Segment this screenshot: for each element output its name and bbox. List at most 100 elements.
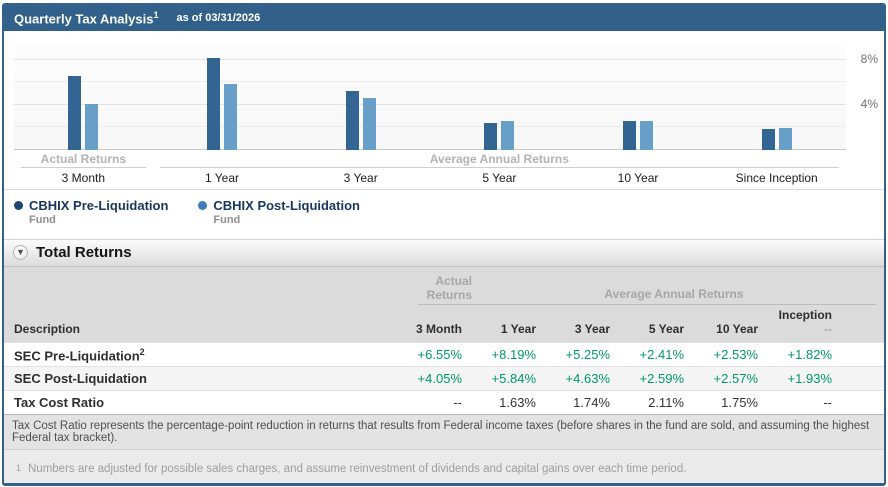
- panel-header: Quarterly Tax Analysis1 as of 03/31/2026: [4, 5, 884, 31]
- gridline-8: [14, 59, 846, 60]
- footnote-text: Pre-liquidation (before sale of shares):…: [28, 485, 848, 486]
- x-axis-baseline: [14, 149, 846, 150]
- y-axis-labels: 8% 4%: [846, 44, 884, 150]
- x-axis-category-label: 3 Month: [61, 171, 106, 185]
- table-group-header: Actual Returns: [398, 274, 472, 306]
- chart-bar: [345, 91, 359, 150]
- as-of-date: as of 03/31/2026: [176, 12, 261, 24]
- chart-category-slot: [291, 44, 430, 150]
- legend-series-name: CBHIX Pre-Liquidation: [29, 198, 169, 213]
- table-cell-value: 2.11%: [648, 395, 684, 411]
- y-tick-label: 4%: [860, 97, 878, 111]
- legend-text: CBHIX Post-Liquidation Fund: [213, 198, 360, 226]
- table-cell-value: 1.63%: [499, 395, 536, 411]
- table-header: Actual Returns Average Annual Returns Des…: [4, 266, 884, 343]
- chart-bar: [761, 129, 775, 150]
- x-axis-category-label: 10 Year: [617, 171, 659, 185]
- table-cell-value: +2.59%: [639, 371, 684, 387]
- x-axis-category-label: 1 Year: [204, 171, 240, 185]
- panel-title-footnote-marker: 1: [153, 9, 159, 20]
- x-axis-group-rule: [21, 167, 146, 168]
- column-header-3-year: 3 Year: [574, 322, 610, 337]
- chart-category-slot: [707, 44, 846, 150]
- x-axis: Actual Returns 3 Month Average Annual Retu…: [14, 150, 846, 189]
- column-header-inception: Inception --: [768, 308, 842, 336]
- chart-bar: [640, 121, 654, 150]
- column-header-5-year: 5 Year: [648, 322, 684, 337]
- chart-bar: [501, 121, 515, 150]
- returns-bar-chart: 8% 4% Actual Returns 3 Month Average Annual…: [4, 31, 884, 190]
- table-cell-value: +1.82%: [787, 347, 832, 363]
- chart-legend: CBHIX Pre-Liquidation Fund CBHIX Post-Liqu…: [4, 190, 884, 232]
- panel-title: Quarterly Tax Analysis1: [14, 10, 158, 26]
- chart-bar: [362, 98, 376, 150]
- column-header-1-year: 1 Year: [500, 322, 536, 337]
- table-cell-value: --: [453, 395, 462, 411]
- y-tick-label: 8%: [860, 52, 878, 66]
- legend-series-name: CBHIX Post-Liquidation: [213, 198, 360, 213]
- table-cell-value: +6.55%: [417, 347, 462, 363]
- legend-bullet-icon: [198, 201, 208, 210]
- table-cell-value: +4.05%: [417, 371, 462, 387]
- row-label: SEC Post-Liquidation: [4, 371, 398, 386]
- chart-bottom-divider: [4, 189, 884, 190]
- table-cell-value: +2.57%: [713, 371, 758, 387]
- column-header-3-month: 3 Month: [416, 322, 462, 337]
- row-label: SEC Pre-Liquidation2: [4, 347, 398, 363]
- legend-series-sublabel: Fund: [213, 213, 241, 226]
- table-cell-value: --: [823, 395, 832, 411]
- x-axis-categories: 3 Month: [14, 168, 153, 189]
- chart-category-slot: [430, 44, 569, 150]
- legend-item: CBHIX Post-Liquidation Fund: [198, 198, 360, 226]
- chart-category-slot: [14, 44, 153, 150]
- x-axis-category-label: 5 Year: [482, 171, 517, 185]
- chevron-down-circle-icon[interactable]: ▼: [13, 245, 28, 261]
- column-header-description: Description: [14, 322, 81, 337]
- table-group-header-row: Actual Returns Average Annual Returns: [4, 274, 884, 306]
- x-axis-group-label: Average Annual Returns: [429, 152, 569, 166]
- chart-category-slot: [153, 44, 292, 150]
- legend-bullet-icon: [14, 201, 23, 210]
- table-body: SEC Pre-Liquidation2 +6.55% +8.19% +5.25% +2…: [4, 342, 884, 415]
- chart-bar: [778, 128, 792, 150]
- table-row: SEC Post-Liquidation +4.05% +5.84% +4.63% +2…: [4, 366, 884, 391]
- x-axis-group: Actual Returns 3 Month: [14, 150, 153, 189]
- footnote-marker: 1: [16, 463, 22, 474]
- footnotes: 1 Numbers are adjusted for possible sale…: [4, 450, 884, 486]
- chart-slots: [14, 44, 846, 150]
- column-header-sublabel: --: [824, 322, 832, 337]
- chart-bar: [68, 76, 82, 150]
- tax-cost-ratio-note: Tax Cost Ratio represents the percentage…: [4, 414, 884, 451]
- x-axis-group-label: Actual Returns: [40, 152, 127, 166]
- chart-bar: [85, 104, 99, 150]
- table-cell-value: +2.41%: [639, 347, 684, 363]
- chart-plot-area: [14, 44, 846, 150]
- row-label-footnote-marker: 2: [139, 346, 145, 357]
- table-cell-value: +1.93%: [787, 371, 832, 387]
- table-row: SEC Pre-Liquidation2 +6.55% +8.19% +5.25% +2…: [4, 342, 884, 367]
- table-cell-value: 1.74%: [573, 395, 610, 411]
- x-axis-group-rule: [159, 167, 839, 168]
- column-header-label: Inception: [778, 308, 832, 323]
- table-group-header: Average Annual Returns: [472, 287, 876, 306]
- table-cell-value: +8.19%: [491, 347, 536, 363]
- chart-category-slot: [569, 44, 708, 150]
- chart-bar: [484, 123, 498, 150]
- row-label-text: Tax Cost Ratio: [14, 395, 105, 411]
- panel-title-text: Quarterly Tax Analysis: [14, 11, 154, 27]
- row-label: Tax Cost Ratio: [4, 395, 398, 410]
- row-label-text: SEC Pre-Liquidation: [14, 348, 140, 364]
- total-returns-section-toggle[interactable]: ▼ Total Returns: [4, 238, 884, 267]
- gridline-2: [14, 126, 846, 127]
- table-cell-value: +5.84%: [491, 371, 536, 387]
- gridline-6: [14, 81, 846, 82]
- footnote-marker: 2: [16, 484, 21, 486]
- footnote-text: Numbers are adjusted for possible sales …: [28, 463, 687, 476]
- column-header-10-year: 10 Year: [716, 322, 758, 337]
- x-axis-group: Average Annual Returns 1 Year 3 Year 5 Year…: [153, 150, 846, 189]
- table-group-header-underlined-label: Actual Returns: [418, 274, 472, 306]
- legend-series-sublabel: Fund: [29, 213, 56, 226]
- section-title: Total Returns: [36, 244, 132, 262]
- footnote: 1 Numbers are adjusted for possible sale…: [14, 462, 872, 478]
- gridline-4: [14, 104, 846, 105]
